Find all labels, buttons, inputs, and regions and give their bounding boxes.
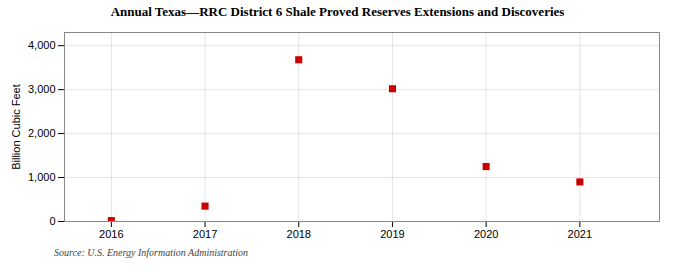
svg-text:2018: 2018	[287, 228, 311, 240]
svg-text:2019: 2019	[380, 228, 404, 240]
svg-text:4,000: 4,000	[28, 39, 56, 51]
svg-text:2,000: 2,000	[28, 127, 56, 139]
svg-text:Billion Cubic Feet: Billion Cubic Feet	[10, 84, 22, 170]
svg-text:0: 0	[49, 215, 55, 227]
html-text:Annual Texas––RRC District 6 S: Annual Texas––RRC District 6 Shale Prove…	[110, 4, 565, 19]
svg-text:2017: 2017	[193, 228, 217, 240]
svg-text:2020: 2020	[474, 228, 498, 240]
svg-text:2021: 2021	[568, 228, 592, 240]
svg-text:1,000: 1,000	[28, 171, 56, 183]
svg-text:3,000: 3,000	[28, 83, 56, 95]
svg-text:2016: 2016	[99, 228, 123, 240]
html-text:Source: U.S. Energy Informatio: Source: U.S. Energy Information Administ…	[54, 247, 249, 258]
